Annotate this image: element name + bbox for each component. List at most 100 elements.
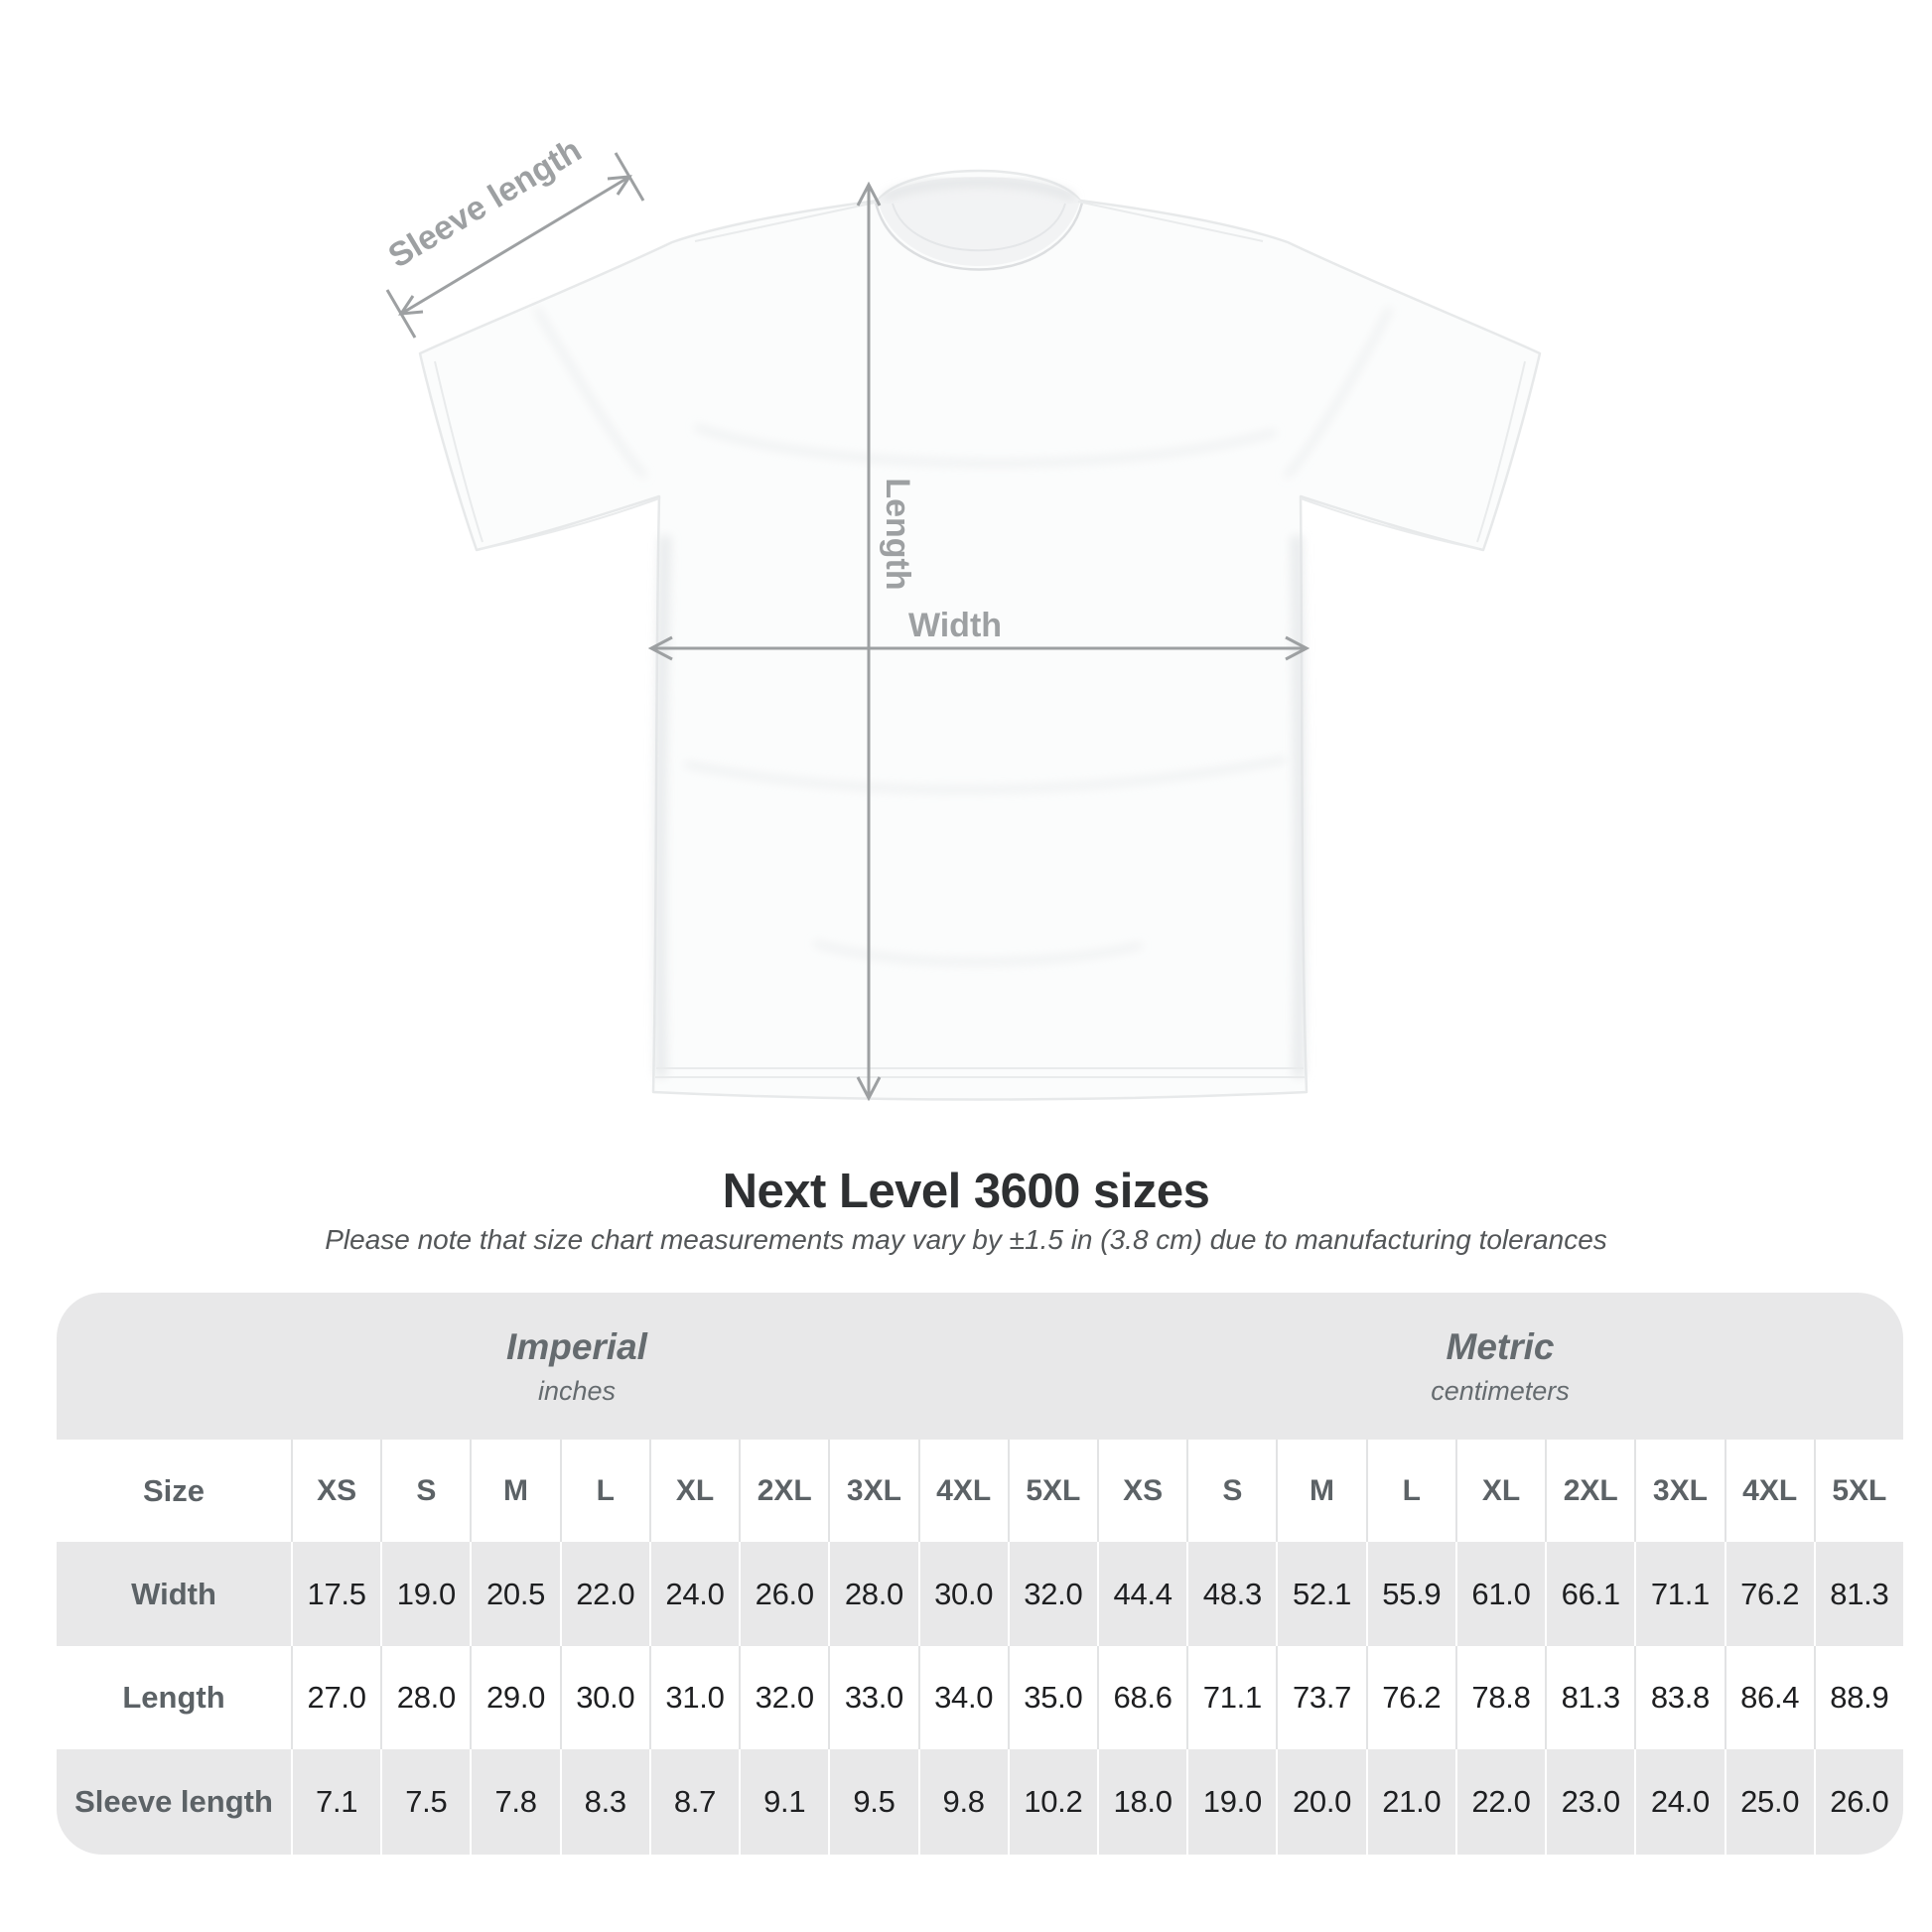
length-row-label: Length: [122, 1680, 225, 1715]
length-value-cell: 28.0: [380, 1646, 470, 1749]
page-subtitle: Please note that size chart measurements…: [325, 1224, 1607, 1255]
width-value-cell: 55.9: [1365, 1542, 1455, 1646]
sleeve-length-label: Sleeve length: [382, 131, 588, 275]
size-header-cell: 2XL: [739, 1440, 828, 1542]
width-row-label: Width: [131, 1576, 216, 1611]
length-value-cell: 78.8: [1454, 1646, 1545, 1749]
seams: [434, 201, 1526, 1078]
size-header-cell: 2XL: [1545, 1440, 1634, 1542]
length-value-cell: 33.0: [828, 1646, 917, 1749]
size-header-cell: 3XL: [828, 1440, 917, 1542]
sleeve-length-value-cell: 10.2: [1007, 1749, 1097, 1855]
length-arrow: [856, 181, 882, 1102]
sleeve-length-row-label: Sleeve length: [74, 1784, 273, 1819]
sleeve-length-value-cell: 7.8: [470, 1749, 559, 1855]
length-value-cell: 83.8: [1634, 1646, 1724, 1749]
size-row-label: Size: [142, 1472, 206, 1508]
table-row-width: Width 17.5 19.0 20.5 22.0 24.0 26.0 28.0 30.0 32…: [57, 1542, 1903, 1646]
side-shading: [653, 535, 1307, 1078]
length-value-cell: 86.4: [1724, 1646, 1814, 1749]
width-label: Width: [908, 607, 1002, 644]
sleeve-length-value-cell: 8.3: [559, 1749, 649, 1855]
tshirt-diagram: Sleeve length Length Width: [382, 131, 1542, 1102]
size-header-cell: L: [1365, 1440, 1455, 1542]
width-value-cell: 30.0: [917, 1542, 1008, 1646]
size-header-cell: 4XL: [1724, 1440, 1814, 1542]
sleeve-length-value-cell: 19.0: [1186, 1749, 1276, 1855]
tshirt-body: [418, 169, 1542, 1101]
width-value-cell: 44.4: [1096, 1542, 1186, 1646]
size-header-cell: XS: [1096, 1440, 1186, 1542]
tshirt-illustration: [418, 169, 1542, 1101]
sleeve-length-arrow: [385, 152, 645, 339]
sleeve-length-value-cell: 24.0: [1634, 1749, 1724, 1855]
width-value-cell: 71.1: [1634, 1542, 1724, 1646]
sleeve-length-value-cell: 9.5: [828, 1749, 917, 1855]
width-value-cell: 17.5: [291, 1542, 380, 1646]
page-title: Next Level 3600 sizes: [722, 1165, 1210, 1218]
size-table: Imperial inches Metric centimeters Size …: [57, 1293, 1903, 1855]
collar-inner-shadow: [882, 179, 1076, 202]
width-value-cell: 19.0: [380, 1542, 470, 1646]
size-header-cell: 3XL: [1634, 1440, 1724, 1542]
imperial-header: Imperial inches: [57, 1293, 1097, 1440]
metric-header: Metric centimeters: [1097, 1293, 1903, 1440]
width-value-cell: 22.0: [559, 1542, 649, 1646]
length-value-cell: 76.2: [1365, 1646, 1455, 1749]
width-value-cell: 32.0: [1007, 1542, 1097, 1646]
sleeve-length-value-cell: 7.1: [291, 1749, 380, 1855]
size-header-cell: M: [1276, 1440, 1365, 1542]
length-value-cell: 35.0: [1007, 1646, 1097, 1749]
width-value-cell: 61.0: [1454, 1542, 1545, 1646]
sleeve-length-value-cell: 9.1: [739, 1749, 828, 1855]
fabric-folds: [533, 306, 1393, 965]
imperial-title: Imperial: [506, 1325, 647, 1367]
table-row-length: Length 27.0 28.0 29.0 30.0 31.0 32.0 33.0 34.0 3…: [57, 1646, 1903, 1749]
unit-header-band: Imperial inches Metric centimeters: [57, 1293, 1903, 1440]
sleeve-length-value-cell: 18.0: [1096, 1749, 1186, 1855]
size-header-cell: L: [559, 1440, 649, 1542]
sleeve-length-value-cell: 25.0: [1724, 1749, 1814, 1855]
sleeve-length-value-cell: 26.0: [1813, 1749, 1903, 1855]
size-header-cell: XS: [291, 1440, 380, 1542]
length-value-cell: 73.7: [1276, 1646, 1365, 1749]
sleeve-length-value-cell: 23.0: [1545, 1749, 1634, 1855]
width-value-cell: 24.0: [648, 1542, 739, 1646]
width-value-cell: 66.1: [1545, 1542, 1634, 1646]
length-value-cell: 71.1: [1186, 1646, 1276, 1749]
width-value-cell: 52.1: [1276, 1542, 1365, 1646]
width-value-cell: 26.0: [739, 1542, 828, 1646]
imperial-unit: inches: [537, 1375, 617, 1406]
length-value-cell: 30.0: [559, 1646, 649, 1749]
size-header-cell: S: [1186, 1440, 1276, 1542]
sleeve-length-value-cell: 21.0: [1365, 1749, 1455, 1855]
sleeve-length-value-cell: 9.8: [917, 1749, 1008, 1855]
width-arrow: [647, 635, 1311, 661]
length-value-cell: 68.6: [1096, 1646, 1186, 1749]
sleeve-length-value-cell: 8.7: [648, 1749, 739, 1855]
width-value-cell: 20.5: [470, 1542, 559, 1646]
length-value-cell: 34.0: [917, 1646, 1008, 1749]
width-value-cell: 48.3: [1186, 1542, 1276, 1646]
size-header-cell: 5XL: [1813, 1440, 1903, 1542]
size-header-cell: 5XL: [1007, 1440, 1097, 1542]
length-value-cell: 31.0: [648, 1646, 739, 1749]
table-row-sleeve-length: Sleeve length 7.1 7.5 7.8 8.3 8.7 9.1 9.5 9.8 10…: [57, 1749, 1903, 1855]
size-header-cell: S: [380, 1440, 470, 1542]
length-label: Length: [879, 478, 916, 590]
width-value-cell: 28.0: [828, 1542, 917, 1646]
size-header-cell: XL: [648, 1440, 739, 1542]
size-header-cell: XL: [1454, 1440, 1545, 1542]
length-value-cell: 32.0: [739, 1646, 828, 1749]
metric-title: Metric: [1446, 1325, 1555, 1367]
length-value-cell: 29.0: [470, 1646, 559, 1749]
size-header-cell: M: [470, 1440, 559, 1542]
neck-opening: [878, 177, 1080, 266]
length-value-cell: 27.0: [291, 1646, 380, 1749]
length-value-cell: 88.9: [1813, 1646, 1903, 1749]
sleeve-length-value-cell: 22.0: [1454, 1749, 1545, 1855]
length-value-cell: 81.3: [1545, 1646, 1634, 1749]
sleeve-length-value-cell: 7.5: [380, 1749, 470, 1855]
collar-band: [874, 202, 1084, 271]
width-value-cell: 81.3: [1813, 1542, 1903, 1646]
